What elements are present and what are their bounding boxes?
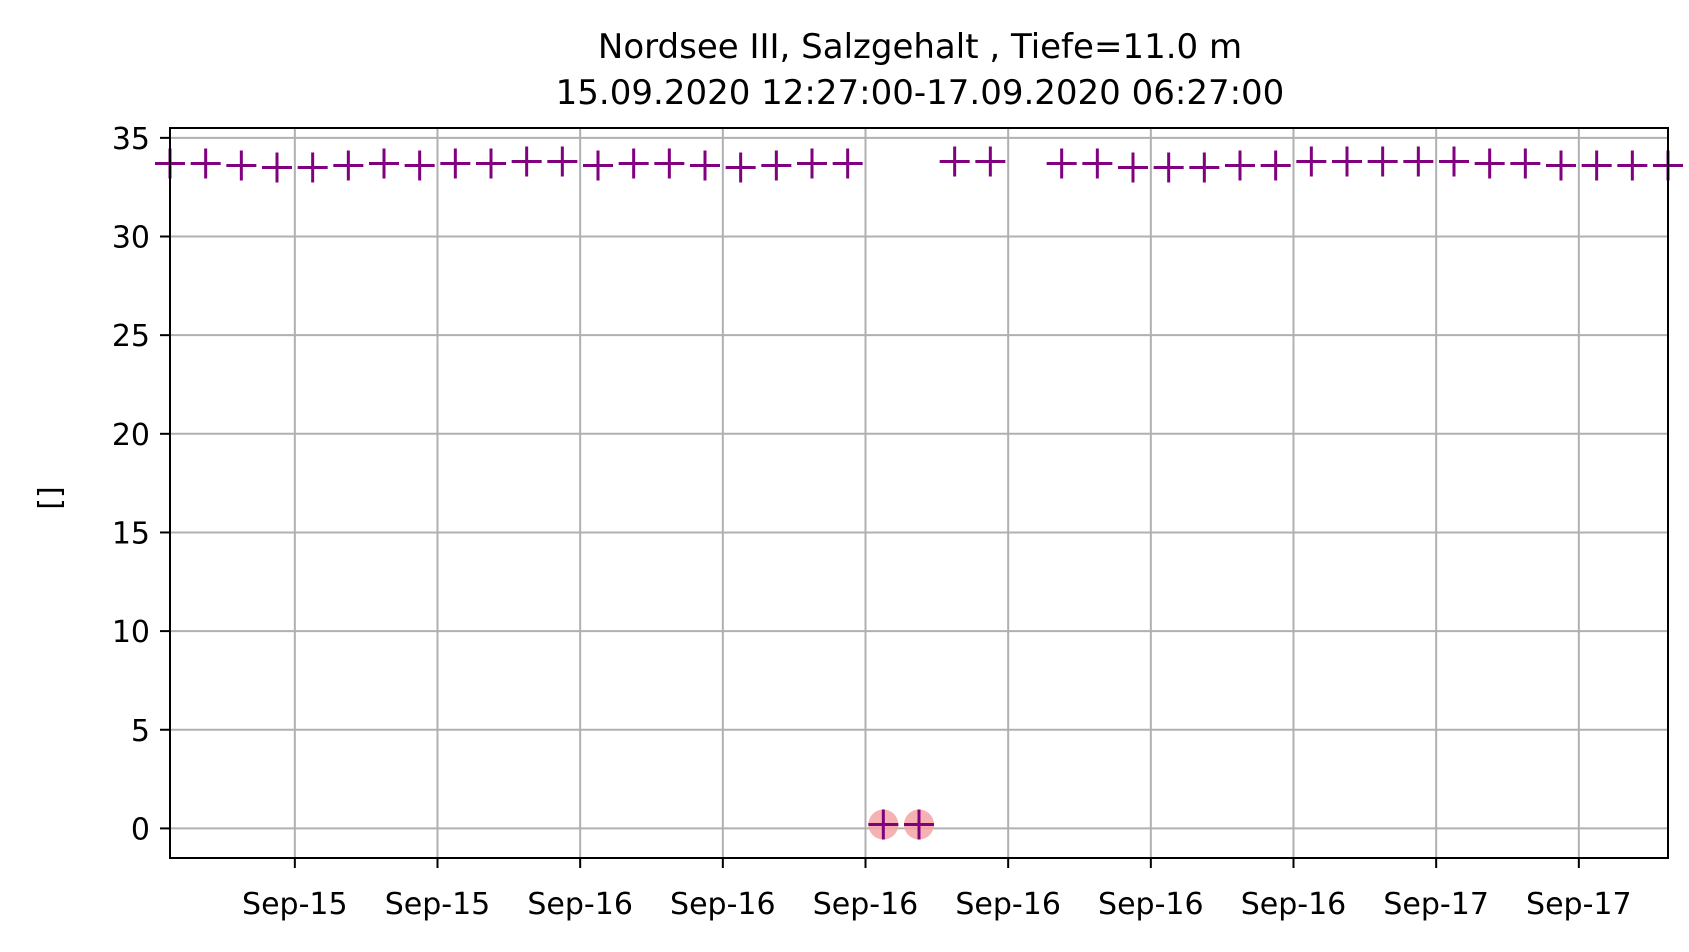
y-tick-label: 35: [112, 122, 150, 157]
chart-title-line-2: 15.09.2020 12:27:00-17.09.2020 06:27:00: [556, 73, 1285, 113]
data-point: [476, 148, 506, 179]
data-point: [226, 150, 257, 181]
data-point: [1332, 146, 1362, 177]
y-axis-label: []: [33, 486, 68, 509]
data-point: [1118, 152, 1148, 183]
axis-ticks: Sep-15 Sep-15 Sep-16 Sep-16 Sep-16 Sep-16 Sep-…: [112, 122, 1632, 922]
data-point: [1546, 150, 1576, 181]
data-point: [654, 148, 685, 179]
data-point: [333, 150, 364, 181]
chart-title-line-1: Nordsee III, Salzgehalt , Tiefe=11.0 m: [598, 27, 1242, 67]
x-tick-label: Sep-16: [1098, 887, 1204, 922]
data-point: [404, 150, 435, 181]
data-point: [1260, 150, 1291, 181]
x-tick-label: Sep-16: [527, 887, 633, 922]
data-point: [1082, 148, 1113, 179]
x-tick-label: Sep-16: [813, 887, 919, 922]
data-points: [155, 146, 1683, 840]
y-tick-label: 10: [112, 615, 150, 650]
data-point: [1225, 150, 1255, 181]
y-tick-label: 15: [112, 516, 150, 551]
data-point: [832, 148, 863, 179]
data-point: [868, 809, 899, 840]
data-point: [1581, 150, 1612, 181]
x-tick-label: Sep-16: [670, 887, 776, 922]
data-point: [1296, 146, 1327, 177]
data-point: [975, 146, 1006, 177]
data-point: [583, 150, 613, 181]
x-tick-label: Sep-16: [1241, 887, 1347, 922]
data-point: [1617, 150, 1648, 181]
data-point: [190, 148, 221, 179]
data-point: [511, 146, 542, 177]
y-tick-label: 25: [112, 319, 150, 354]
x-tick-label: Sep-15: [385, 887, 491, 922]
y-tick-label: 0: [131, 812, 150, 847]
data-point: [1439, 146, 1469, 177]
x-tick-label: Sep-15: [242, 887, 348, 922]
data-point: [1403, 146, 1434, 177]
x-tick-label: Sep-16: [955, 887, 1061, 922]
data-point: [725, 152, 756, 183]
data-point: [761, 150, 792, 181]
y-tick-label: 5: [131, 714, 150, 749]
data-point: [797, 148, 827, 179]
data-point: [262, 152, 292, 183]
data-point: [690, 150, 720, 181]
data-point: [1474, 148, 1505, 179]
data-point: [939, 146, 970, 177]
data-point: [1510, 148, 1541, 179]
x-tick-label: Sep-17: [1526, 887, 1632, 922]
data-point: [369, 148, 399, 179]
data-point: [618, 148, 649, 179]
x-tick-label: Sep-17: [1383, 887, 1489, 922]
data-point: [297, 152, 328, 183]
data-point: [1367, 146, 1398, 177]
data-point: [1046, 148, 1077, 179]
data-point: [1153, 152, 1184, 183]
y-tick-label: 20: [112, 418, 150, 453]
data-point: [547, 146, 578, 177]
data-point: [440, 148, 471, 179]
data-point: [904, 809, 934, 840]
data-point: [1189, 152, 1220, 183]
y-tick-label: 30: [112, 221, 150, 256]
plot-area-frame: [169, 127, 1669, 859]
